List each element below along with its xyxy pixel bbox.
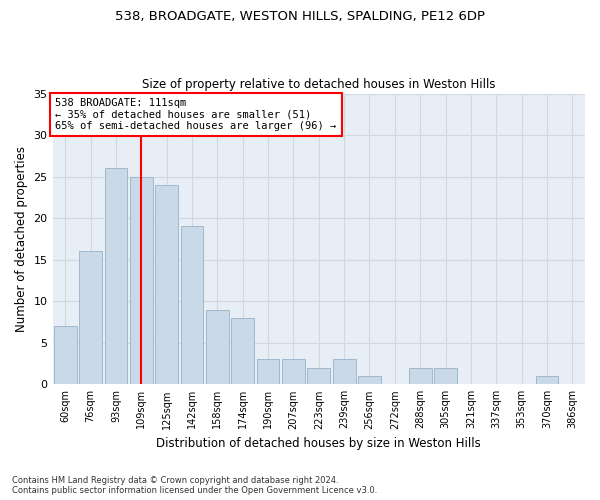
- Title: Size of property relative to detached houses in Weston Hills: Size of property relative to detached ho…: [142, 78, 496, 91]
- Bar: [333, 360, 356, 384]
- Text: 538 BROADGATE: 111sqm
← 35% of detached houses are smaller (51)
65% of semi-deta: 538 BROADGATE: 111sqm ← 35% of detached …: [55, 98, 337, 131]
- Text: 538, BROADGATE, WESTON HILLS, SPALDING, PE12 6DP: 538, BROADGATE, WESTON HILLS, SPALDING, …: [115, 10, 485, 23]
- Bar: [231, 318, 254, 384]
- Text: Contains HM Land Registry data © Crown copyright and database right 2024.
Contai: Contains HM Land Registry data © Crown c…: [12, 476, 377, 495]
- Bar: [282, 360, 305, 384]
- Bar: [409, 368, 431, 384]
- Bar: [155, 185, 178, 384]
- Bar: [130, 176, 152, 384]
- X-axis label: Distribution of detached houses by size in Weston Hills: Distribution of detached houses by size …: [157, 437, 481, 450]
- Bar: [307, 368, 330, 384]
- Bar: [104, 168, 127, 384]
- Bar: [206, 310, 229, 384]
- Bar: [79, 252, 102, 384]
- Y-axis label: Number of detached properties: Number of detached properties: [15, 146, 28, 332]
- Bar: [434, 368, 457, 384]
- Bar: [54, 326, 77, 384]
- Bar: [536, 376, 559, 384]
- Bar: [358, 376, 381, 384]
- Bar: [181, 226, 203, 384]
- Bar: [257, 360, 280, 384]
